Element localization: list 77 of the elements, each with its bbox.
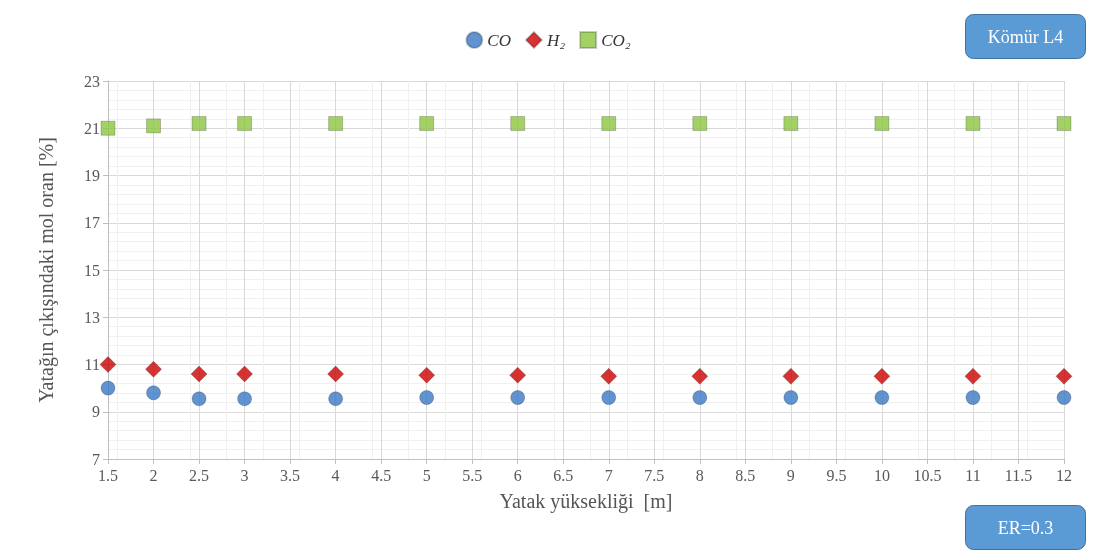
x-tick-label: 9.5 [826, 466, 847, 484]
x-tick-label: 12 [1056, 466, 1072, 484]
x-tick-label: 2.5 [189, 466, 210, 484]
x-tick-label: 10 [873, 466, 890, 484]
x-tick-label: 6 [513, 466, 522, 484]
point [509, 366, 527, 384]
point [510, 116, 526, 132]
x-tick-label: 3 [240, 466, 249, 484]
point [965, 390, 981, 406]
x-tick-label: 8.5 [735, 466, 756, 484]
point [692, 390, 708, 406]
x-tick-label: 11.5 [1004, 466, 1033, 484]
x-tick-label: 7.5 [644, 466, 665, 484]
point [100, 380, 116, 396]
x-tick-label: 5 [422, 466, 431, 484]
point [510, 390, 526, 406]
point [1056, 116, 1072, 132]
text: ER=0.3 [997, 517, 1054, 538]
point [1055, 367, 1073, 385]
point [328, 391, 344, 407]
point [874, 390, 890, 406]
x-tick-label: 6.5 [553, 466, 574, 484]
point [236, 365, 254, 383]
x-tick-label: 4.5 [371, 466, 392, 484]
y-tick-label: 17 [84, 214, 100, 232]
point [873, 367, 891, 385]
point [691, 367, 709, 385]
legend-label: CO [487, 30, 511, 50]
point [145, 360, 163, 378]
point [783, 390, 799, 406]
x-tick-label: 3.5 [280, 466, 301, 484]
point [328, 116, 344, 132]
x-tick-label: 8 [695, 466, 704, 484]
point [874, 116, 890, 132]
point [191, 391, 207, 407]
point [237, 391, 253, 407]
point [190, 365, 208, 383]
legend-label: CO₂ [601, 30, 631, 50]
point [191, 116, 207, 132]
y-tick-label: 19 [84, 167, 100, 184]
point [1056, 390, 1072, 406]
point [327, 365, 345, 383]
point [99, 356, 117, 373]
x-tick-label: 5.5 [462, 466, 483, 484]
x-tick-label: 1.5 [98, 466, 118, 484]
legend-label: H₂ [545, 30, 566, 50]
point [419, 116, 435, 132]
x-tick-label: 2 [149, 466, 158, 484]
point [100, 120, 116, 136]
point [692, 116, 708, 132]
point [146, 118, 162, 134]
x-tick-label: 7 [604, 466, 613, 484]
x-tick-label: 11 [965, 466, 981, 484]
y-tick-label: 21 [84, 119, 100, 137]
point [601, 116, 617, 132]
point [419, 390, 435, 406]
x-tick-label: 10.5 [913, 466, 942, 484]
point [418, 366, 436, 384]
point [237, 116, 253, 132]
point [965, 116, 981, 132]
text: Kömür L4 [987, 26, 1064, 47]
point [964, 367, 982, 385]
point [146, 385, 162, 401]
point [600, 367, 618, 385]
y-tick-label: 11 [84, 356, 100, 373]
y-tick-label: 15 [84, 261, 100, 279]
y-tick-label: 13 [84, 308, 100, 326]
point [783, 116, 799, 132]
x-tick-label: 4 [331, 466, 340, 484]
y-axis-title: Yatağın çıkışındaki mol oran [%] [35, 137, 58, 403]
point [782, 367, 800, 385]
y-tick-label: 7 [92, 450, 100, 468]
x-axis-title: Yatak yüksekliği [m] [499, 490, 673, 513]
y-tick-label: 23 [84, 72, 100, 90]
point [601, 390, 617, 406]
y-tick-label: 9 [92, 403, 100, 421]
x-tick-label: 9 [786, 466, 795, 484]
